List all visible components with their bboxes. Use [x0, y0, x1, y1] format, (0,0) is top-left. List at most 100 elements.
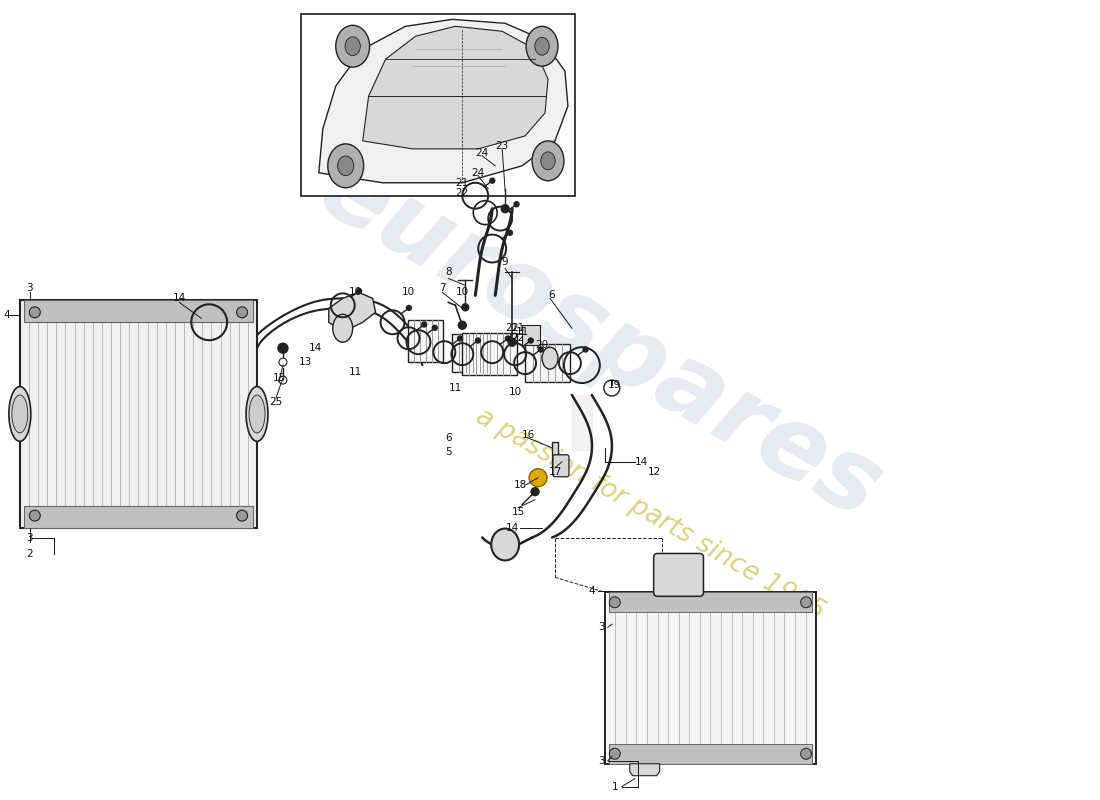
Polygon shape	[329, 292, 375, 332]
Text: 14: 14	[506, 522, 519, 533]
Text: 11: 11	[516, 327, 529, 338]
Circle shape	[514, 202, 519, 206]
Circle shape	[356, 289, 362, 294]
Text: a passion for parts since 1985: a passion for parts since 1985	[471, 404, 828, 626]
Circle shape	[508, 338, 516, 346]
Text: 1: 1	[612, 782, 618, 792]
Text: 10: 10	[402, 287, 415, 298]
Circle shape	[406, 306, 411, 310]
Text: 7: 7	[439, 283, 446, 294]
Bar	[24, 506, 253, 527]
Text: 15: 15	[512, 506, 525, 517]
Circle shape	[279, 358, 287, 366]
Ellipse shape	[328, 144, 364, 188]
Circle shape	[528, 338, 534, 343]
Text: 14: 14	[173, 294, 186, 303]
Text: eurospares: eurospares	[301, 140, 898, 540]
Text: 21: 21	[506, 323, 519, 334]
Text: 8: 8	[446, 267, 452, 278]
Text: 14: 14	[635, 457, 648, 466]
Polygon shape	[363, 26, 548, 149]
Circle shape	[507, 230, 513, 235]
Text: 4: 4	[4, 310, 11, 320]
Text: 10: 10	[508, 387, 521, 397]
Text: 25: 25	[270, 397, 283, 407]
Bar	[608, 592, 812, 612]
Text: 21: 21	[512, 323, 525, 334]
Text: 3: 3	[598, 622, 605, 632]
Text: 2: 2	[26, 550, 33, 559]
Text: 12: 12	[648, 466, 661, 477]
Text: 22: 22	[506, 334, 519, 343]
Ellipse shape	[249, 395, 265, 433]
FancyBboxPatch shape	[653, 554, 704, 596]
Circle shape	[801, 597, 812, 608]
Circle shape	[609, 748, 620, 759]
Bar	[522, 326, 540, 345]
Circle shape	[421, 322, 427, 327]
Ellipse shape	[532, 141, 564, 181]
Text: 24: 24	[475, 148, 488, 158]
Circle shape	[529, 469, 547, 486]
Ellipse shape	[336, 26, 370, 67]
Text: 3: 3	[598, 756, 605, 766]
Text: 10: 10	[455, 287, 469, 298]
Bar	[608, 744, 812, 764]
Polygon shape	[319, 19, 568, 182]
Text: 24: 24	[472, 168, 485, 178]
Circle shape	[236, 307, 248, 318]
Text: 21: 21	[455, 178, 469, 188]
Text: 23: 23	[495, 141, 509, 151]
Ellipse shape	[338, 156, 354, 176]
Bar	[605, 592, 816, 764]
Ellipse shape	[345, 37, 361, 56]
Circle shape	[609, 597, 620, 608]
Circle shape	[462, 304, 469, 311]
Circle shape	[30, 307, 41, 318]
Circle shape	[279, 376, 287, 384]
Ellipse shape	[333, 314, 353, 342]
Text: 13: 13	[299, 357, 312, 367]
Text: 4: 4	[588, 586, 595, 596]
Ellipse shape	[526, 26, 558, 66]
Circle shape	[801, 748, 812, 759]
Ellipse shape	[9, 386, 31, 442]
Circle shape	[475, 338, 481, 343]
Bar	[525, 344, 570, 382]
Circle shape	[459, 322, 466, 330]
Polygon shape	[20, 300, 257, 527]
Circle shape	[505, 336, 510, 341]
Circle shape	[30, 510, 41, 521]
Text: 11: 11	[349, 367, 362, 377]
Text: 22: 22	[512, 334, 525, 343]
FancyBboxPatch shape	[553, 455, 569, 477]
Bar	[24, 300, 253, 322]
Text: 16: 16	[521, 430, 535, 440]
Circle shape	[236, 510, 248, 521]
Bar	[462, 334, 517, 375]
Ellipse shape	[12, 395, 28, 433]
Text: 19: 19	[608, 380, 622, 390]
Circle shape	[490, 178, 495, 183]
Ellipse shape	[535, 38, 549, 55]
Text: 10: 10	[349, 287, 362, 298]
Bar	[452, 334, 494, 372]
Polygon shape	[552, 442, 562, 468]
Circle shape	[278, 343, 288, 353]
Text: 3: 3	[26, 533, 33, 542]
Text: 6: 6	[446, 433, 452, 443]
Text: 20: 20	[536, 340, 549, 350]
Circle shape	[458, 336, 462, 341]
Ellipse shape	[246, 386, 268, 442]
Text: 14: 14	[309, 343, 322, 353]
Text: 6: 6	[549, 290, 556, 300]
Text: 17: 17	[549, 466, 562, 477]
Ellipse shape	[542, 347, 558, 369]
Ellipse shape	[541, 152, 556, 170]
Polygon shape	[629, 764, 660, 776]
Bar	[408, 320, 443, 362]
Text: 22: 22	[455, 188, 469, 198]
Circle shape	[432, 326, 438, 330]
Text: 5: 5	[446, 447, 452, 457]
Ellipse shape	[492, 529, 519, 561]
